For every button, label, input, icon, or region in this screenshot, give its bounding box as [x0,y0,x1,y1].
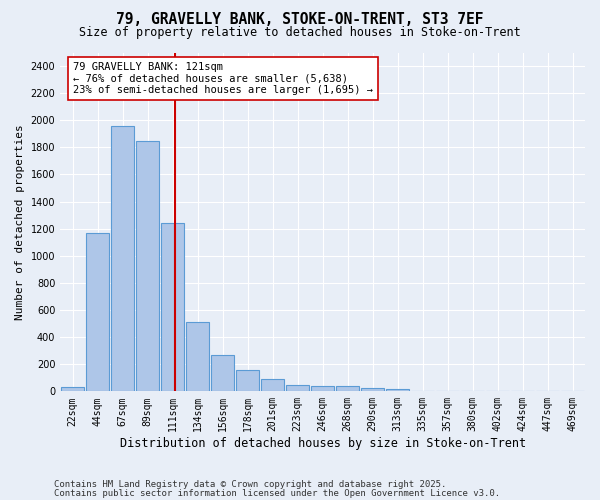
Text: Contains HM Land Registry data © Crown copyright and database right 2025.: Contains HM Land Registry data © Crown c… [54,480,446,489]
X-axis label: Distribution of detached houses by size in Stoke-on-Trent: Distribution of detached houses by size … [119,437,526,450]
Bar [211,354,234,392]
Bar [361,388,384,392]
Text: 79, GRAVELLY BANK, STOKE-ON-TRENT, ST3 7EF: 79, GRAVELLY BANK, STOKE-ON-TRENT, ST3 7… [116,12,484,28]
Bar [161,224,184,392]
Bar [337,386,359,392]
Bar [486,390,509,392]
Bar [61,388,84,392]
Bar [136,140,159,392]
Bar [311,386,334,392]
Text: 79 GRAVELLY BANK: 121sqm
← 76% of detached houses are smaller (5,638)
23% of sem: 79 GRAVELLY BANK: 121sqm ← 76% of detach… [73,62,373,95]
Bar [511,390,534,392]
Bar [561,390,584,392]
Bar [187,322,209,392]
Bar [112,126,134,392]
Bar [461,390,484,392]
Bar [86,233,109,392]
Text: Contains public sector information licensed under the Open Government Licence v3: Contains public sector information licen… [54,490,500,498]
Bar [236,370,259,392]
Y-axis label: Number of detached properties: Number of detached properties [15,124,25,320]
Bar [412,390,434,392]
Bar [436,390,459,392]
Bar [286,384,309,392]
Bar [536,390,559,392]
Text: Size of property relative to detached houses in Stoke-on-Trent: Size of property relative to detached ho… [79,26,521,39]
Bar [262,379,284,392]
Bar [386,388,409,392]
